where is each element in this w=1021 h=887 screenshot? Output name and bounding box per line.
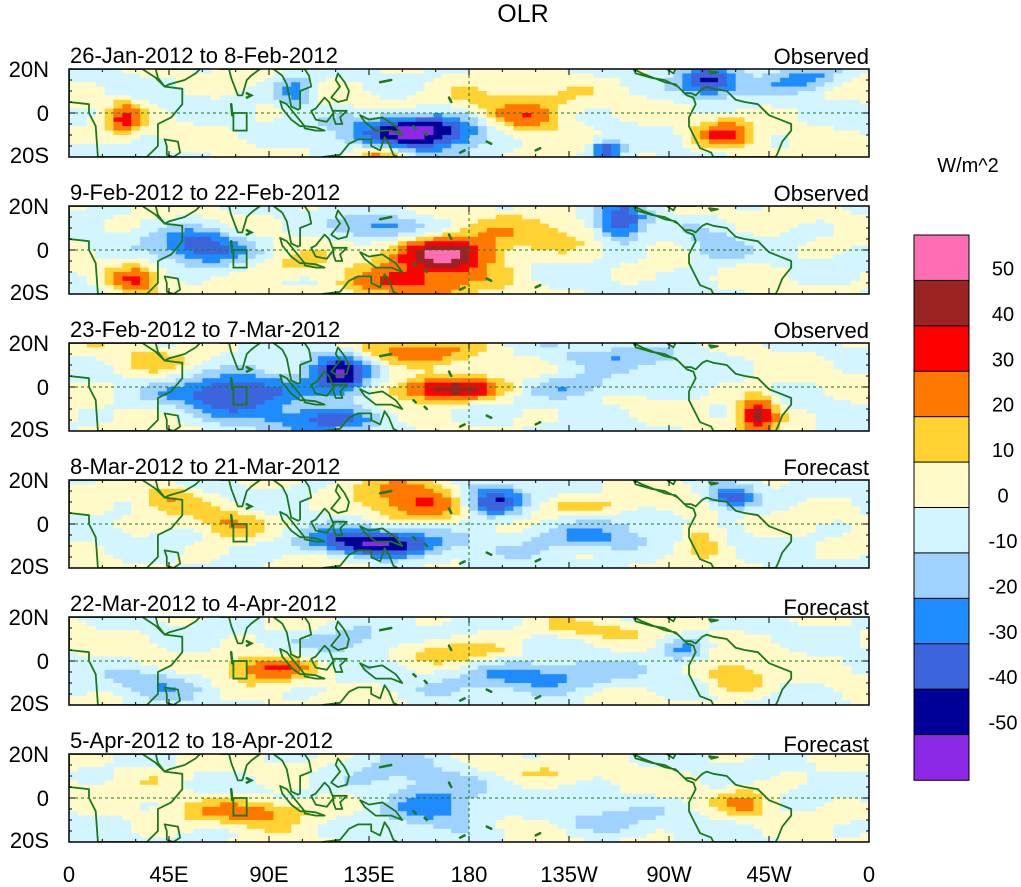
lat-label: 0 xyxy=(37,101,49,126)
coastlines xyxy=(69,754,793,842)
panel-type: Forecast xyxy=(783,455,869,480)
lon-label: 45W xyxy=(746,862,791,887)
colorbar-label: -50 xyxy=(989,713,1018,735)
figure-title: OLR xyxy=(497,0,548,28)
colorbar-swatch xyxy=(913,416,970,463)
lat-label: 20N xyxy=(9,742,49,767)
colorbar-swatch xyxy=(913,597,970,645)
lat-label: 20N xyxy=(9,57,49,82)
region-box xyxy=(232,249,248,269)
lat-label: 20S xyxy=(10,417,49,442)
panel-1: 20N 0 20S 26-Jan-2012 to 8-Feb-2012 Observed xyxy=(9,43,870,168)
colorbar-swatch xyxy=(913,734,970,781)
panel-type: Forecast xyxy=(783,732,869,757)
lat-label: 20N xyxy=(9,194,49,219)
colorbar-swatch xyxy=(913,234,970,282)
lat-label: 20N xyxy=(9,468,49,493)
lat-label: 20N xyxy=(9,331,49,356)
lat-label: 0 xyxy=(37,238,49,263)
coastlines xyxy=(69,343,793,431)
colorbar-label: 50 xyxy=(992,258,1014,280)
colorbar-swatch xyxy=(913,370,970,418)
panel-period: 8-Mar-2012 to 21-Mar-2012 xyxy=(70,454,340,479)
lat-label: 20S xyxy=(10,554,49,579)
panel-4: 20N 0 20S 8-Mar-2012 to 21-Mar-2012 Forecast xyxy=(9,454,870,579)
lat-label: 20S xyxy=(10,828,49,853)
lat-label: 0 xyxy=(37,375,49,400)
colorbar-label: -30 xyxy=(989,622,1018,644)
panel-period: 5-Apr-2012 to 18-Apr-2012 xyxy=(70,728,333,753)
colorbar-swatch xyxy=(913,279,970,327)
colorbar-swatch xyxy=(913,461,970,509)
colorbar-label: -10 xyxy=(989,531,1018,553)
olr-anomaly-field xyxy=(69,480,869,568)
colorbar: 50 40 30 20 10 0 -10 -20 -30 -40 -50 xyxy=(913,234,1018,781)
lon-label: 90E xyxy=(249,862,288,887)
colorbar-swatch xyxy=(913,507,970,554)
lat-label: 0 xyxy=(37,649,49,674)
colorbar-swatch xyxy=(913,552,970,600)
colorbar-swatch xyxy=(913,688,970,736)
panel-period: 9-Feb-2012 to 22-Feb-2012 xyxy=(70,180,340,205)
colorbar-label: 0 xyxy=(997,486,1008,508)
colorbar-label: 40 xyxy=(992,304,1014,326)
coastlines xyxy=(69,617,793,705)
lat-label: 20S xyxy=(10,143,49,168)
lon-label: 135E xyxy=(343,862,394,887)
lat-label: 0 xyxy=(37,512,49,537)
panels-layer: 20N 0 20S 26-Jan-2012 to 8-Feb-2012 Observed… xyxy=(9,43,870,853)
lat-label: 20S xyxy=(10,691,49,716)
colorbar-units-label: W/m^2 xyxy=(937,155,999,177)
panel-6: 20N 0 20S 5-Apr-2012 to 18-Apr-2012 Forecast xyxy=(9,728,870,853)
panel-type: Forecast xyxy=(783,595,869,620)
colorbar-label: -20 xyxy=(989,576,1018,598)
colorbar-label: 20 xyxy=(992,395,1014,417)
panel-3: 20N 0 20S 23-Feb-2012 to 7-Mar-2012 Observed xyxy=(9,317,870,442)
lon-label: 45E xyxy=(149,862,188,887)
colorbar-label: 30 xyxy=(992,349,1014,371)
panel-type: Observed xyxy=(774,181,869,206)
region-box xyxy=(232,112,248,132)
panel-period: 23-Feb-2012 to 7-Mar-2012 xyxy=(70,317,340,342)
colorbar-swatch xyxy=(913,643,970,690)
lat-label: 20S xyxy=(10,280,49,305)
panel-period: 26-Jan-2012 to 8-Feb-2012 xyxy=(70,43,338,68)
olr-anomaly-field xyxy=(69,754,869,842)
lon-label: 0 xyxy=(63,862,75,887)
panel-5: 20N 0 20S 22-Mar-2012 to 4-Apr-2012 Forecast xyxy=(9,591,870,716)
olr-anomaly-field xyxy=(69,69,869,157)
lon-label: 0 xyxy=(863,862,875,887)
panel-type: Observed xyxy=(774,318,869,343)
lon-label: 180 xyxy=(451,862,488,887)
lat-label: 0 xyxy=(37,786,49,811)
panel-2: 20N 0 20S 9-Feb-2012 to 22-Feb-2012 Observed xyxy=(9,180,870,305)
coastlines xyxy=(69,480,793,568)
region-box xyxy=(232,523,248,543)
lon-label: 90W xyxy=(646,862,691,887)
colorbar-label: -40 xyxy=(989,667,1018,689)
region-box xyxy=(232,660,248,680)
panel-period: 22-Mar-2012 to 4-Apr-2012 xyxy=(70,591,337,616)
coastlines xyxy=(69,69,793,157)
panel-type: Observed xyxy=(774,44,869,69)
olr-anomaly-field xyxy=(69,617,869,705)
lon-label: 135W xyxy=(540,862,598,887)
colorbar-swatch xyxy=(913,325,970,373)
region-box xyxy=(232,797,248,817)
lat-label: 20N xyxy=(9,605,49,630)
coastlines xyxy=(69,206,793,294)
region-box xyxy=(232,386,248,406)
longitude-axis: 0 45E 90E 135E 180 135W 90W 45W 0 xyxy=(63,862,875,887)
colorbar-label: 10 xyxy=(992,440,1014,462)
